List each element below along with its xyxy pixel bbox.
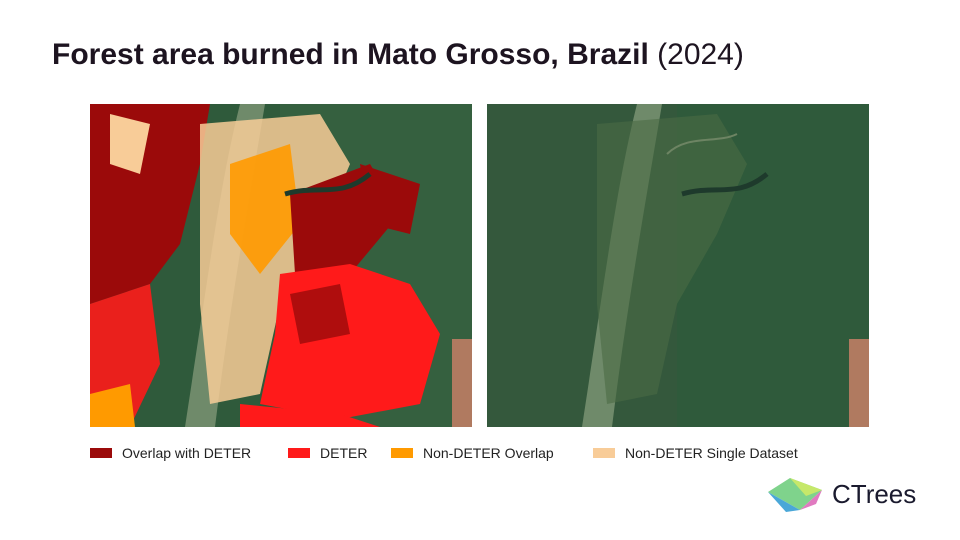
burn-map <box>90 104 472 427</box>
legend-label: Non-DETER Overlap <box>423 445 554 461</box>
legend-label: Overlap with DETER <box>122 445 252 461</box>
legend-label: Non-DETER Single Dataset <box>625 445 798 461</box>
title: Forest area burned in Mato Grosso, Brazi… <box>52 38 744 72</box>
legend-swatch <box>593 448 615 458</box>
legend-item: Non-DETER Single Dataset <box>593 445 798 461</box>
legend-label: DETER <box>320 445 368 461</box>
logo-text: CTrees <box>832 478 917 509</box>
satellite-map <box>487 104 869 427</box>
legend-item: Overlap with DETER <box>90 445 251 461</box>
legend-item: DETER <box>288 445 367 461</box>
legend-swatch <box>90 448 112 458</box>
logo: CTrees <box>766 474 916 514</box>
title-year: (2024) <box>657 38 744 71</box>
legend-item: Non-DETER Overlap <box>391 445 554 461</box>
legend-swatch <box>288 448 310 458</box>
title-main: Forest area burned in Mato Grosso, Brazi… <box>52 38 649 71</box>
legend-swatch <box>391 448 413 458</box>
logo-icon <box>768 478 822 512</box>
